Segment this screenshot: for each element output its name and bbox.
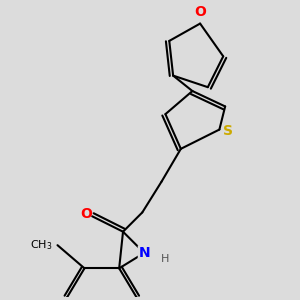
Text: O: O (80, 207, 92, 221)
Text: N: N (138, 246, 150, 260)
Text: O: O (194, 5, 206, 19)
Text: H: H (161, 254, 170, 264)
Text: S: S (223, 124, 233, 139)
Text: CH$_3$: CH$_3$ (30, 238, 53, 252)
